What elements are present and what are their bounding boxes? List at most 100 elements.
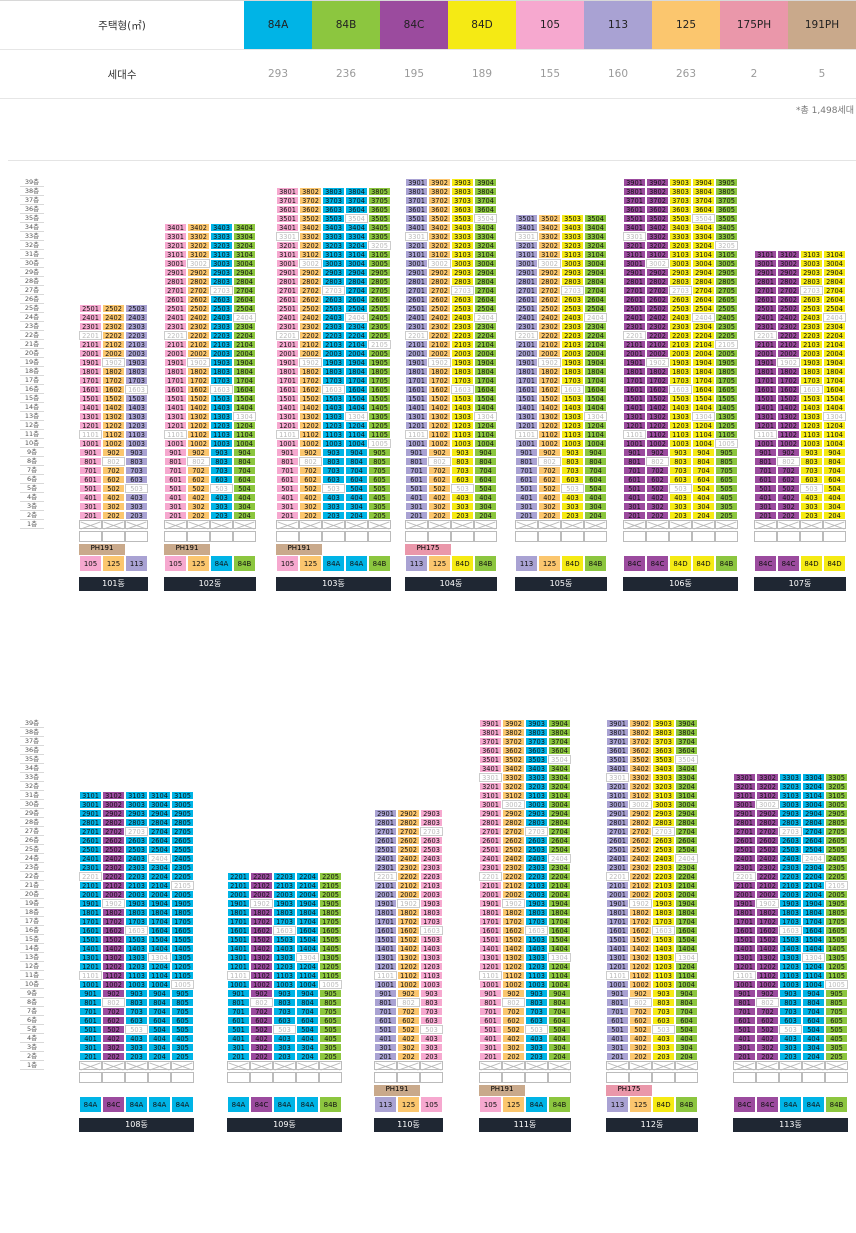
unit-cell: 2905 [171,809,194,818]
unit-cell: 804 [823,457,846,466]
unit-cell: 2001 [374,890,397,899]
building-name: 111동 [479,1118,571,1132]
type-box: 105 [276,555,299,572]
floor-label: 3층 [20,1043,44,1052]
unit-cell: 1804 [345,367,368,376]
unit-cell: 1701 [227,917,250,926]
unit-cell: 403 [525,1034,548,1043]
unit-cell: 1902 [646,358,669,367]
unit-cell: 303 [779,1043,802,1052]
unit-cell: 3203 [561,241,584,250]
unit-cell: 2101 [754,340,777,349]
unit-cell: 3703 [322,196,345,205]
unit-cell: 3103 [322,250,345,259]
unit-cell: 301 [374,1043,397,1052]
unit-cell: 3205 [368,241,391,250]
unit-cell: 1503 [669,394,692,403]
unit-cell: 3704 [345,196,368,205]
unit-cell: 1003 [210,439,233,448]
unit-cell: 2501 [623,304,646,313]
ho-label [800,531,823,542]
unit-cell: 1001 [164,439,187,448]
pilotis-cell [777,520,800,529]
unit-cell: 1402 [646,403,669,412]
unit-cell: 1603 [561,385,584,394]
unit-cell: 802 [646,457,669,466]
unit-cell: 2603 [561,295,584,304]
unit-cell: 1202 [299,421,322,430]
unit-cell: 301 [276,502,299,511]
unit-cell: 302 [428,502,451,511]
unit-cell: 3201 [164,241,187,250]
unit-cell: 3805 [368,187,391,196]
unit-cell: 2402 [187,313,210,322]
unit-cell: 501 [405,484,428,493]
floor-label: 23층 [20,322,44,331]
unit-cell: 1903 [273,899,296,908]
unit-cell: 1802 [102,908,125,917]
unit-cell: 504 [692,484,715,493]
unit-cell: 804 [296,998,319,1007]
unit-cell: 1502 [777,394,800,403]
unit-cell: 2705 [171,827,194,836]
unit-cell: 1803 [451,367,474,376]
unit-cell: 1202 [646,421,669,430]
unit-cell: 2703 [779,827,802,836]
unit-cell: 2905 [825,809,848,818]
unit-cell: 2302 [538,322,561,331]
unit-cell: 602 [646,475,669,484]
unit-cell: 2803 [669,277,692,286]
unit-cell: 3104 [692,250,715,259]
unit-cell: 1002 [646,439,669,448]
unit-cell: 305 [171,1043,194,1052]
unit-cell: 802 [250,998,273,1007]
unit-cell: 1103 [779,971,802,980]
unit-cell: 702 [777,466,800,475]
unit-cell: 702 [250,1007,273,1016]
unit-cell: 3502 [646,214,669,223]
unit-cell: 203 [652,1052,675,1061]
unit-cell: 2603 [451,295,474,304]
unit-cell: 1801 [276,367,299,376]
unit-cell: 2204 [675,872,698,881]
floor-label: 23층 [20,863,44,872]
unit-cell: 3104 [584,250,607,259]
pilotis-cell [125,520,148,529]
ho-label [646,531,669,542]
floor-label: 37층 [20,737,44,746]
unit-cell: 1604 [345,385,368,394]
floor-label: 18층 [20,367,44,376]
type-box: 84B [825,1096,848,1113]
unit-cell: 2203 [525,872,548,881]
unit-cell: 1903 [561,358,584,367]
unit-cell: 2801 [754,277,777,286]
unit-cell: 1904 [474,358,497,367]
unit-cell: 1301 [276,412,299,421]
unit-cell: 304 [233,502,256,511]
unit-cell: 2402 [756,854,779,863]
unit-cell: 3604 [692,205,715,214]
unit-cell: 305 [825,1043,848,1052]
unit-cell: 303 [125,1043,148,1052]
unit-cell: 401 [515,493,538,502]
unit-cell: 3104 [345,250,368,259]
unit-cell: 301 [479,1043,502,1052]
floor-label: 28층 [20,818,44,827]
unit-cell: 2903 [451,268,474,277]
unit-cell: 2903 [561,268,584,277]
unit-cell: 3701 [276,196,299,205]
unit-cell: 403 [669,493,692,502]
unit-cell: 1605 [825,926,848,935]
unit-cell: 2201 [623,331,646,340]
unit-cell: 401 [374,1034,397,1043]
unit-cell: 802 [299,457,322,466]
unit-cell: 1801 [515,367,538,376]
unit-cell: 1903 [779,899,802,908]
unit-cell: 2102 [250,881,273,890]
unit-cell: 504 [548,1025,571,1034]
unit-cell: 2903 [210,268,233,277]
type-box: 105 [164,555,187,572]
unit-cell: 2702 [646,286,669,295]
unit-cell: 3204 [548,782,571,791]
unit-cell: 1505 [319,935,342,944]
